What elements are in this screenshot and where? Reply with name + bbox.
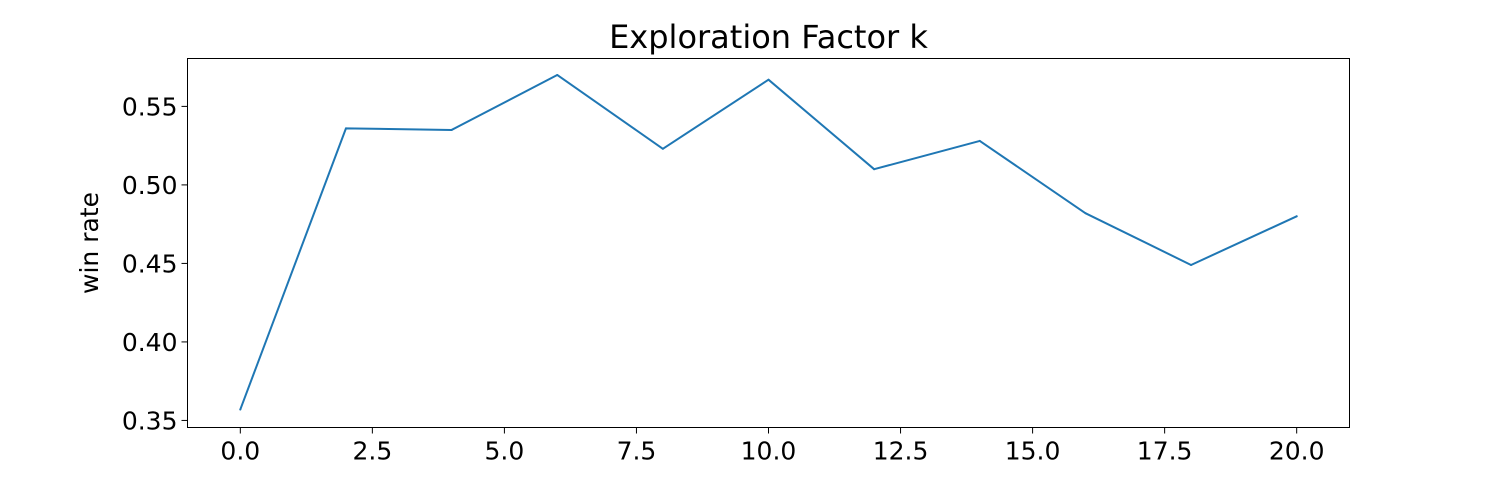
plot-area-frame bbox=[187, 58, 1350, 428]
data-point bbox=[450, 128, 453, 131]
y-tick-label: 0.35 bbox=[122, 406, 178, 435]
data-point bbox=[978, 139, 981, 142]
data-point bbox=[344, 127, 347, 130]
data-point bbox=[239, 408, 242, 411]
x-tick-label: 0.0 bbox=[220, 437, 260, 466]
y-tick-label: 0.50 bbox=[122, 171, 178, 200]
y-tick-label: 0.55 bbox=[122, 92, 178, 121]
data-point bbox=[661, 147, 664, 150]
x-axis-ticks: 0.0 2.5 5.0 7.5 10.0 12.5 15.0 17.5 20.0 bbox=[220, 427, 1325, 466]
y-axis-label: win rate bbox=[75, 192, 104, 294]
data-point bbox=[767, 78, 770, 81]
x-tick-label: 17.5 bbox=[1137, 437, 1193, 466]
x-tick-label: 10.0 bbox=[741, 437, 797, 466]
data-point bbox=[1190, 263, 1193, 266]
data-point bbox=[1084, 212, 1087, 215]
y-axis-ticks: 0.35 0.40 0.45 0.50 0.55 bbox=[122, 92, 188, 435]
data-point bbox=[1295, 215, 1298, 218]
series-layer bbox=[239, 73, 1298, 411]
data-point bbox=[556, 73, 559, 76]
chart-title: Exploration Factor k bbox=[609, 18, 928, 56]
x-tick-label: 7.5 bbox=[617, 437, 657, 466]
y-tick-label: 0.40 bbox=[122, 328, 178, 357]
x-tick-label: 12.5 bbox=[873, 437, 929, 466]
x-tick-label: 5.0 bbox=[485, 437, 525, 466]
x-tick-label: 20.0 bbox=[1269, 437, 1325, 466]
data-point bbox=[873, 168, 876, 171]
x-tick-label: 2.5 bbox=[352, 437, 392, 466]
y-tick-label: 0.45 bbox=[122, 249, 178, 278]
x-tick-label: 15.0 bbox=[1005, 437, 1061, 466]
